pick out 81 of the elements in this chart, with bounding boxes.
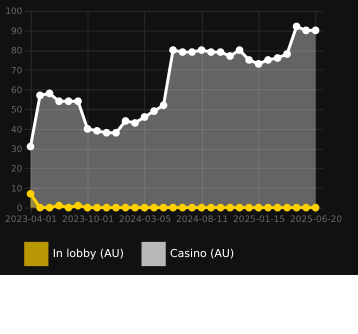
point — [36, 204, 44, 212]
point — [207, 48, 215, 56]
point — [198, 46, 206, 54]
point — [292, 204, 300, 212]
point — [131, 204, 139, 212]
x-tick-label: 2023-10-01 — [62, 215, 114, 226]
point — [198, 204, 206, 212]
x-tick-label: 2025-06-20 — [290, 215, 342, 226]
point — [150, 204, 158, 212]
point — [312, 204, 320, 212]
point — [188, 48, 196, 56]
point — [216, 204, 224, 212]
point — [302, 204, 310, 212]
point — [84, 125, 92, 133]
point — [122, 204, 130, 212]
point — [236, 46, 244, 54]
point — [226, 204, 234, 212]
point — [254, 60, 262, 68]
point — [160, 101, 168, 110]
point — [122, 117, 130, 125]
point — [178, 48, 186, 56]
point — [245, 204, 253, 212]
point — [312, 26, 320, 34]
point — [236, 204, 244, 212]
point — [64, 204, 72, 212]
point — [102, 204, 110, 212]
y-tick-label: 50 — [11, 106, 23, 116]
x-tick-label: 2025-01-15 — [233, 215, 286, 226]
point — [64, 97, 72, 106]
y-tick-label: 60 — [11, 86, 23, 96]
point — [93, 204, 101, 212]
point — [26, 142, 34, 150]
point — [178, 204, 186, 212]
x-tick-label: 2024-03-05 — [119, 215, 172, 226]
point — [46, 90, 54, 98]
point — [102, 128, 110, 137]
point — [93, 126, 101, 135]
point — [254, 204, 262, 212]
point — [188, 204, 196, 212]
point — [169, 204, 177, 212]
x-tick-label: 2023-04-01 — [5, 215, 57, 226]
point — [140, 113, 148, 121]
point — [274, 204, 282, 212]
x-tick-label: 2024-08-11 — [176, 215, 228, 226]
point — [245, 56, 253, 64]
point — [169, 46, 177, 54]
y-tick-label: 20 — [11, 164, 23, 175]
y-tick-label: 10 — [11, 184, 23, 194]
point — [283, 50, 291, 58]
point — [112, 204, 120, 212]
point — [84, 204, 92, 212]
point — [46, 204, 54, 212]
y-tick-label: 80 — [11, 46, 23, 57]
point — [264, 56, 272, 64]
y-tick-label: 0 — [16, 204, 23, 214]
point — [55, 97, 63, 106]
point — [274, 54, 282, 62]
point — [112, 128, 120, 137]
y-tick-label: 70 — [11, 66, 23, 76]
y-tick-label: 40 — [11, 125, 23, 136]
point — [74, 97, 82, 106]
y-tick-label: 90 — [11, 26, 23, 37]
y-tick-label: 100 — [5, 7, 23, 18]
point — [150, 107, 158, 115]
point — [55, 202, 63, 210]
point — [131, 119, 139, 127]
point — [302, 26, 310, 34]
point — [283, 204, 291, 212]
point — [160, 204, 168, 212]
point — [216, 48, 224, 56]
point — [74, 202, 82, 210]
point — [140, 204, 148, 212]
point — [292, 22, 300, 30]
point — [26, 190, 34, 198]
y-tick-label: 30 — [11, 145, 23, 156]
point — [36, 92, 44, 100]
point — [226, 52, 234, 60]
legend-label: In lobby (AU) — [52, 246, 124, 260]
legend-label: Casino (AU) — [170, 246, 234, 260]
point — [264, 204, 272, 212]
point — [207, 204, 215, 212]
